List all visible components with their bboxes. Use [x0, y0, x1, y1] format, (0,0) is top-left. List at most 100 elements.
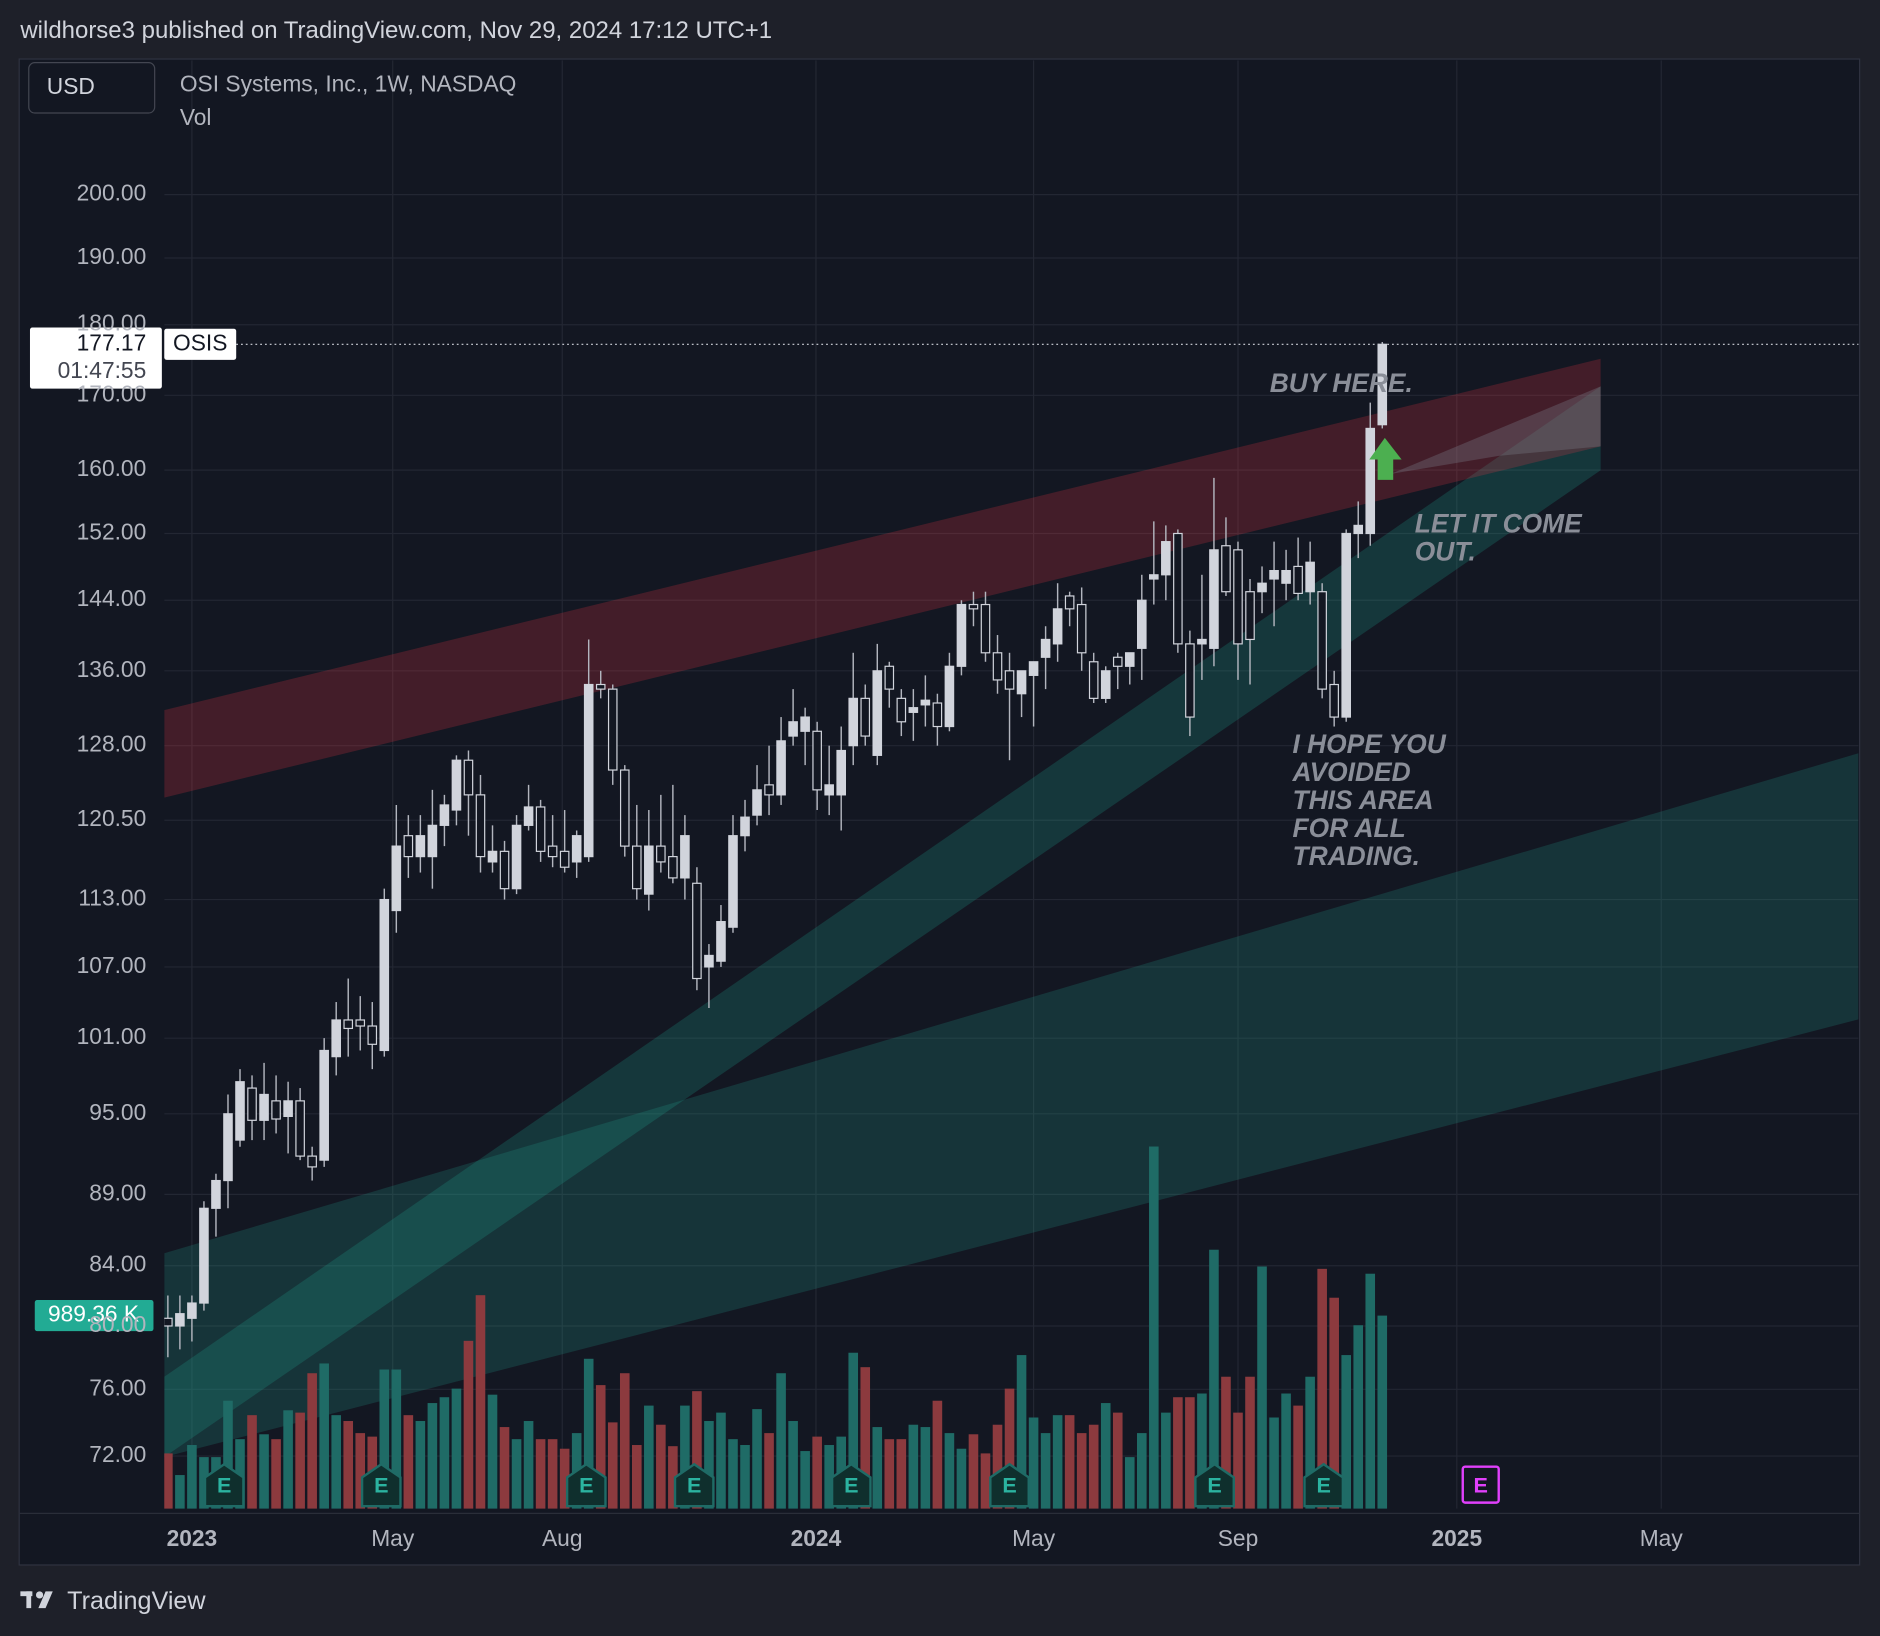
volume-bar	[355, 1433, 366, 1509]
earnings-label: E	[1207, 1473, 1221, 1498]
candle-body	[1004, 670, 1015, 690]
volume-bar	[1281, 1393, 1291, 1509]
candle-body	[644, 845, 654, 895]
candle-body	[1149, 574, 1159, 580]
y-tick-label: 170.00	[77, 380, 147, 406]
volume-bar	[1221, 1376, 1231, 1509]
candle-body	[728, 835, 738, 928]
y-tick-label: 107.00	[77, 952, 147, 978]
candle-body	[1040, 638, 1051, 658]
x-tick-label: May	[1012, 1525, 1056, 1551]
volume-label: 989.36 K	[48, 1301, 139, 1327]
y-tick-label: 200.00	[77, 180, 147, 206]
volume-bar	[872, 1427, 883, 1509]
volume-bar	[487, 1394, 498, 1509]
volume-bar	[1377, 1315, 1388, 1509]
volume-bar	[752, 1409, 762, 1509]
volume-bar	[644, 1405, 654, 1509]
candle-body	[1269, 569, 1279, 580]
candle-body	[187, 1302, 197, 1319]
candle-body	[968, 603, 979, 610]
y-tick-label: 101.00	[77, 1023, 147, 1049]
candle-body	[740, 816, 750, 837]
earnings-label: E	[217, 1473, 231, 1498]
volume-bar	[1197, 1393, 1207, 1509]
volume-bar	[223, 1400, 233, 1509]
candle-body	[1365, 427, 1376, 535]
volume-bar	[175, 1475, 185, 1509]
annotation-text: OUT.	[1415, 536, 1476, 566]
candle-body	[764, 784, 774, 796]
volume-bar	[1341, 1355, 1351, 1509]
volume-bar	[1329, 1297, 1339, 1509]
candle-body	[295, 1100, 305, 1157]
volume-bar	[259, 1434, 269, 1509]
candle-body	[223, 1113, 233, 1182]
earnings-marker	[989, 1462, 1030, 1508]
y-tick-label: 113.00	[78, 885, 146, 911]
candle-body	[331, 1019, 341, 1058]
volume-bar	[1016, 1355, 1027, 1509]
candle-body	[164, 1317, 173, 1327]
volume-bar	[968, 1434, 979, 1509]
x-tick-label: Sep	[1218, 1525, 1259, 1551]
volume-bar	[535, 1439, 546, 1509]
candle-body	[391, 845, 402, 912]
x-tick-label: 2023	[167, 1525, 218, 1551]
annotation-text: AVOIDED	[1291, 757, 1410, 787]
candle-body	[1100, 670, 1111, 699]
earnings-marker	[360, 1462, 402, 1508]
candle-body	[283, 1100, 293, 1117]
volume-bar	[992, 1424, 1003, 1509]
volume-bar	[1088, 1424, 1099, 1509]
candle-body	[872, 670, 883, 756]
volume-bar	[956, 1448, 967, 1509]
candle-body	[668, 856, 678, 879]
countdown: 01:47:55	[58, 357, 147, 383]
volume-bar	[776, 1373, 786, 1509]
resistance-channel	[164, 358, 1601, 798]
candle-body	[595, 683, 606, 690]
drawings	[164, 358, 1859, 1458]
volume-bar	[632, 1445, 642, 1509]
candle-body	[692, 882, 702, 980]
candle-body	[860, 697, 871, 737]
candle-body	[980, 603, 991, 654]
volume-bar	[547, 1439, 558, 1509]
price-label: 177.17	[77, 329, 147, 355]
earnings-marker	[830, 1462, 872, 1508]
volume-bar	[499, 1427, 510, 1509]
volume-bar	[884, 1439, 895, 1509]
currency-box[interactable]	[28, 62, 156, 114]
y-tick-label: 120.50	[77, 805, 147, 831]
candle-body	[511, 824, 522, 890]
volume-bar	[1269, 1417, 1279, 1509]
candle-body	[836, 749, 846, 796]
candle-body	[1064, 595, 1075, 610]
volume-bar	[908, 1424, 919, 1509]
earnings-marker	[1303, 1462, 1345, 1508]
volume-bar	[583, 1358, 594, 1509]
candle-body	[175, 1313, 185, 1327]
volume-bar	[439, 1397, 450, 1509]
candle-body	[776, 740, 786, 796]
candle-body	[716, 921, 726, 962]
volume-bar	[451, 1388, 462, 1509]
volume-bar	[1185, 1397, 1195, 1509]
chart-pane	[18, 58, 1861, 1566]
volume-bar	[247, 1415, 257, 1509]
candle-body	[1052, 608, 1063, 645]
candle-body	[932, 702, 943, 728]
candle-body	[1016, 670, 1027, 695]
candle-body	[956, 603, 967, 667]
candle-body	[1197, 638, 1207, 645]
candle-body	[319, 1049, 329, 1161]
volume-bar	[896, 1439, 907, 1509]
candle-body	[1377, 343, 1388, 426]
candle-body	[788, 721, 798, 737]
volume-bar	[319, 1363, 329, 1509]
volume-bar	[343, 1421, 354, 1509]
candle-body	[1161, 541, 1171, 576]
